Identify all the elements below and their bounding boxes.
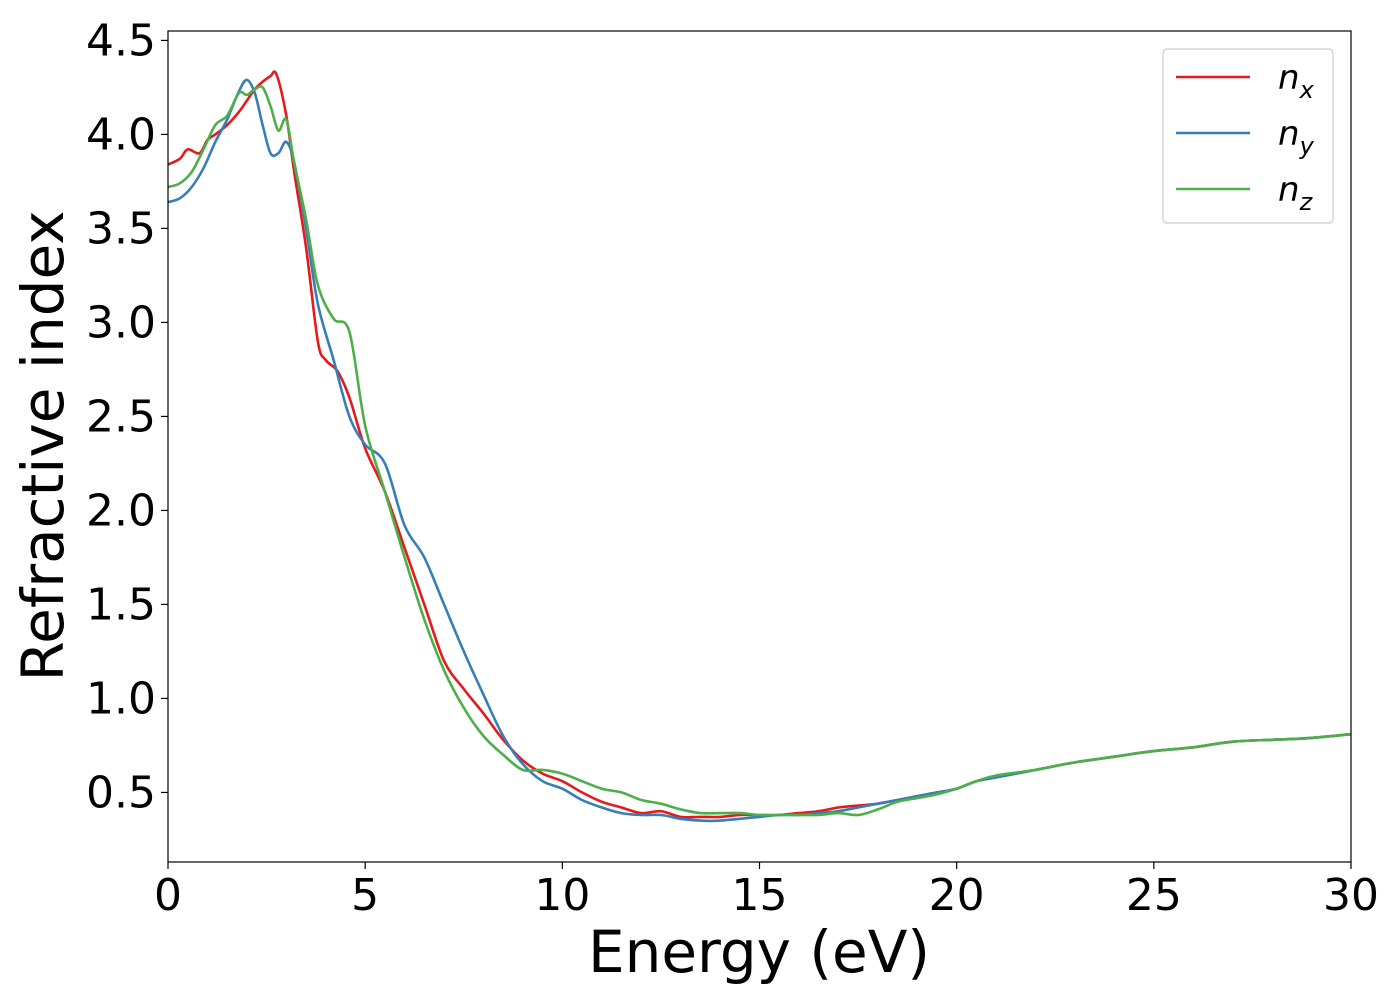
- plot-lines: [167, 70, 1352, 823]
- x-tick-label: 15: [732, 870, 788, 921]
- y-tick-label: 3.5: [86, 203, 156, 254]
- y-tick-label: 3.0: [86, 297, 156, 348]
- y-tick-label: 1.0: [86, 673, 156, 724]
- y-tick-label: 1.5: [86, 579, 156, 630]
- legend-box: [1162, 48, 1334, 224]
- x-tick-label: 25: [1126, 870, 1182, 921]
- y-tick-label: 0.5: [86, 767, 156, 818]
- y-tick-label: 2.5: [86, 391, 156, 442]
- x-tick-label: 10: [534, 870, 590, 921]
- x-tick-label: 0: [154, 870, 182, 921]
- y-tick-label: 4.0: [86, 109, 156, 160]
- x-tick-label: 30: [1323, 870, 1379, 921]
- x-tick-label: 5: [351, 870, 379, 921]
- x-axis-ticks: 0 5 10 15 20 25 30: [154, 862, 1379, 921]
- y-tick-label: 2.0: [86, 485, 156, 536]
- y-axis-title: Refractive index: [9, 210, 77, 681]
- y-tick-label: 4.5: [86, 15, 156, 66]
- x-tick-label: 20: [929, 870, 985, 921]
- series-line-z: [167, 85, 1352, 817]
- x-axis-title: Energy (eV): [588, 918, 930, 986]
- y-axis-ticks: 0.5 1.0 1.5 2.0 2.5 3.0 3.5 4.0 4.5: [86, 15, 168, 818]
